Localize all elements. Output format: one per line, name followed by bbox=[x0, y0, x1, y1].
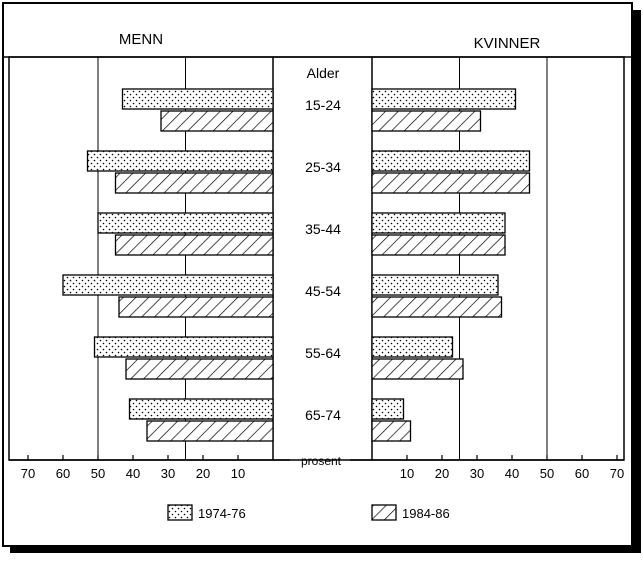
legend-label: 1984-86 bbox=[402, 506, 450, 521]
panel-title-women: KVINNER bbox=[474, 35, 541, 52]
bar-men-35-44-1984-86 bbox=[114, 234, 274, 256]
x-tick-label-men: 70 bbox=[21, 466, 35, 481]
x-tick-label-men: 30 bbox=[161, 466, 175, 481]
category-label: 25-34 bbox=[305, 159, 341, 175]
category-label: 55-64 bbox=[305, 345, 341, 361]
x-tick-label-men: 50 bbox=[91, 466, 105, 481]
bar-women-15-24-1984-86 bbox=[371, 110, 482, 132]
legend-swatch-1974-76 bbox=[167, 504, 193, 521]
legend: 1974-76 1984-86 bbox=[167, 504, 450, 521]
legend-swatch-1984-86 bbox=[371, 504, 397, 521]
bar-men-35-44-1974-76 bbox=[97, 212, 274, 234]
bar-women-65-74-1974-76 bbox=[371, 398, 405, 420]
bar-women-35-44-1984-86 bbox=[371, 234, 506, 256]
x-tick-label-women: 30 bbox=[470, 466, 484, 481]
x-axis-title: prosent bbox=[301, 454, 342, 468]
bar-men-45-54-1984-86 bbox=[118, 296, 274, 318]
x-tick-label-women: 70 bbox=[610, 466, 624, 481]
category-label: 45-54 bbox=[305, 283, 341, 299]
x-tick-label-women: 10 bbox=[400, 466, 414, 481]
bar-men-55-64-1984-86 bbox=[125, 358, 274, 380]
bar-men-55-64-1974-76 bbox=[93, 336, 274, 358]
category-label: 35-44 bbox=[305, 221, 341, 237]
bar-men-45-54-1974-76 bbox=[62, 274, 274, 296]
bar-men-25-34-1974-76 bbox=[86, 150, 274, 172]
bar-men-65-74-1984-86 bbox=[146, 420, 274, 442]
x-axis: 70 60 50 40 30 20 10 10 20 30 40 50 60 70 bbox=[9, 455, 624, 481]
bar-men-65-74-1974-76 bbox=[128, 398, 274, 420]
x-tick-label-women: 50 bbox=[540, 466, 554, 481]
bar-men-15-24-1984-86 bbox=[160, 110, 274, 132]
category-labels: 15-24 25-34 35-44 45-54 55-64 65-74 bbox=[305, 97, 341, 423]
x-tick-label-men: 60 bbox=[56, 466, 70, 481]
bar-women-25-34-1984-86 bbox=[371, 172, 531, 194]
x-tick-label-men: 20 bbox=[196, 466, 210, 481]
x-tick-label-men: 40 bbox=[126, 466, 140, 481]
category-label: 65-74 bbox=[305, 407, 341, 423]
bar-men-15-24-1974-76 bbox=[121, 88, 274, 110]
bar-women-55-64-1984-86 bbox=[371, 358, 464, 380]
bar-women-45-54-1984-86 bbox=[371, 296, 503, 318]
bar-women-15-24-1974-76 bbox=[371, 88, 517, 110]
x-tick-label-men: 10 bbox=[231, 466, 245, 481]
bar-layer bbox=[62, 88, 531, 442]
x-tick-label-women: 40 bbox=[505, 466, 519, 481]
legend-label: 1974-76 bbox=[198, 506, 246, 521]
bar-women-55-64-1974-76 bbox=[371, 336, 454, 358]
bar-women-45-54-1974-76 bbox=[371, 274, 499, 296]
category-header: Alder bbox=[307, 65, 340, 81]
bar-women-25-34-1974-76 bbox=[371, 150, 531, 172]
category-label: 15-24 bbox=[305, 97, 341, 113]
x-tick-label-women: 20 bbox=[435, 466, 449, 481]
bar-women-65-74-1984-86 bbox=[371, 420, 412, 442]
bar-men-25-34-1984-86 bbox=[114, 172, 274, 194]
bar-women-35-44-1974-76 bbox=[371, 212, 506, 234]
plot-area bbox=[8, 56, 625, 461]
x-tick-label-women: 60 bbox=[575, 466, 589, 481]
panel-title-men: MENN bbox=[119, 31, 163, 48]
